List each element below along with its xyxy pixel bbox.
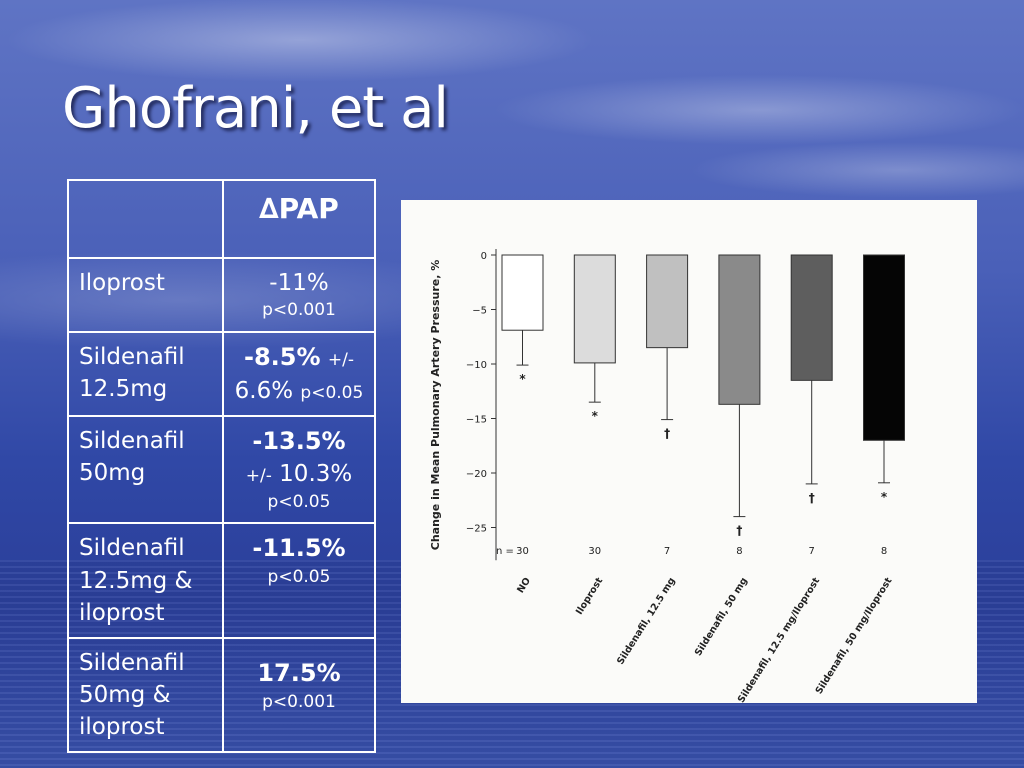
y-axis-label: Change in Mean Pulmonary Artery Pressure… [429, 260, 442, 550]
y-tick-label: 0 [481, 251, 487, 262]
table-row: Sildenafil 50mg -13.5% +/- 10.3% p<0.05 [67, 414, 376, 525]
row-p-value: p<0.05 [267, 491, 331, 512]
row-plus-minus: +/- [327, 349, 354, 370]
n-value: 7 [809, 546, 815, 557]
header-empty-cell [67, 179, 224, 259]
row-value-cell: -8.5% +/- 6.6% p<0.05 [222, 330, 376, 417]
row-p-value: p<0.05 [300, 382, 364, 403]
row-sd-value: 10.3% [279, 461, 353, 488]
x-tick-label: Sildenafil, 12.5 mg [615, 576, 678, 667]
table-row: Sildenafil 50mg & iloprost 17.5% p<0.001 [67, 636, 376, 754]
x-tick-label: Sildenafil, 50 mg/Iloprost [814, 575, 895, 696]
header-delta-pap: ∆PAP [222, 179, 376, 259]
n-value: 7 [664, 546, 670, 557]
x-tick-label: Iloprost [574, 575, 606, 616]
n-value: 30 [588, 546, 601, 557]
y-tick-label: −10 [466, 360, 487, 371]
chart-panel: Change in Mean Pulmonary Artery Pressure… [401, 200, 977, 705]
table-row: Sildenafil 12.5mg & iloprost -11.5% p<0.… [67, 522, 376, 639]
row-label: Iloprost [67, 257, 224, 333]
row-value-cell: 17.5% p<0.001 [222, 636, 376, 754]
n-value: 8 [736, 546, 742, 557]
n-value: 8 [881, 546, 887, 557]
slide-title: Ghofrani, et al [62, 76, 449, 141]
bar [718, 254, 761, 405]
row-label: Sildenafil 50mg & iloprost [67, 636, 224, 754]
table-row: Iloprost -11% p<0.001 [67, 257, 376, 333]
n-label: n = [496, 546, 514, 557]
row-p-value: p<0.001 [262, 300, 336, 321]
y-tick-label: −25 [466, 524, 487, 535]
bar-chart: Change in Mean Pulmonary Artery Pressure… [429, 249, 905, 705]
bar [646, 254, 689, 349]
row-main-value: -8.5% [244, 342, 321, 371]
y-tick-label: −20 [466, 469, 487, 480]
significance-marker: * [519, 372, 526, 386]
significance-marker: † [664, 427, 670, 441]
row-p-value: p<0.05 [267, 566, 331, 587]
bar [863, 254, 905, 441]
table-row: Sildenafil 12.5mg -8.5% +/- 6.6% p<0.05 [67, 330, 376, 417]
row-plus-minus: +/- [245, 466, 272, 487]
row-main-value: -13.5% [252, 426, 346, 455]
row-value-cell: -11% p<0.001 [222, 257, 376, 333]
row-label: Sildenafil 50mg [67, 414, 224, 525]
y-tick-label: −5 [472, 306, 487, 317]
row-main-value: 17.5% [257, 658, 341, 687]
significance-marker: † [736, 524, 742, 538]
y-tick-label: −15 [466, 415, 487, 426]
row-main-value: -11% [269, 270, 329, 296]
results-table: ∆PAP Iloprost -11% p<0.001 Sildenafil 12… [67, 179, 376, 754]
x-tick-label: Sildenafil, 50 mg [693, 576, 750, 658]
row-label: Sildenafil 12.5mg & iloprost [67, 522, 224, 639]
row-value-cell: -13.5% +/- 10.3% p<0.05 [222, 414, 376, 525]
n-value: 30 [516, 546, 529, 557]
significance-marker: * [592, 409, 599, 423]
row-sd-value: 6.6% [234, 377, 294, 404]
bar [573, 254, 616, 364]
row-p-value: p<0.001 [262, 691, 336, 712]
row-value-cell: -11.5% p<0.05 [222, 522, 376, 639]
row-main-value: -11.5% [252, 534, 346, 563]
significance-marker: * [881, 490, 888, 504]
delta-pap-label: ∆PAP [259, 192, 339, 225]
table-header-row: ∆PAP [67, 179, 376, 259]
significance-marker: † [809, 491, 815, 505]
bar [790, 254, 833, 381]
x-tick-label: Sildenafil, 12.5 mg/Iloprost [736, 575, 823, 703]
row-label: Sildenafil 12.5mg [67, 330, 224, 417]
bar [501, 254, 544, 331]
x-tick-label: NO [515, 576, 533, 595]
